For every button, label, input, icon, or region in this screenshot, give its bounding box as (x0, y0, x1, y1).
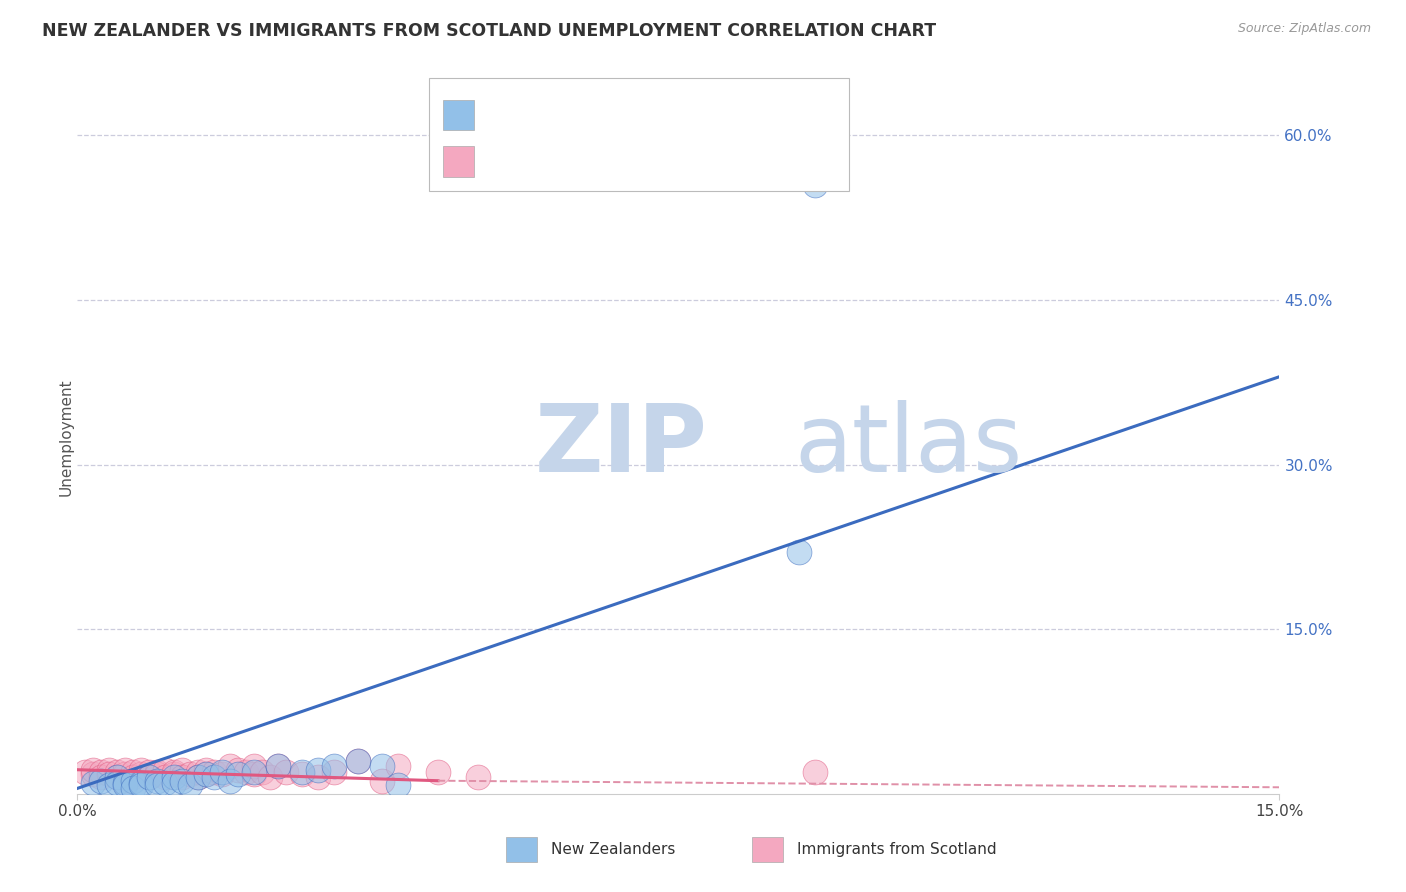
Text: R = -0.127   N = 51: R = -0.127 N = 51 (488, 153, 645, 169)
Point (259, 771, 281, 785)
Point (242, 759, 264, 773)
Point (803, 178, 825, 192)
Point (291, 764, 314, 779)
Point (90, 771, 112, 785)
Point (90, 764, 112, 779)
Point (211, 764, 233, 779)
Point (122, 773, 145, 788)
Point (291, 767, 314, 781)
Point (194, 763, 217, 777)
Point (202, 764, 225, 779)
Point (122, 764, 145, 779)
Point (371, 773, 394, 788)
Text: NEW ZEALANDER VS IMMIGRANTS FROM SCOTLAND UNEMPLOYMENT CORRELATION CHART: NEW ZEALANDER VS IMMIGRANTS FROM SCOTLAN… (42, 22, 936, 40)
Point (242, 767, 264, 781)
Point (122, 771, 145, 785)
Point (179, 778, 201, 792)
Point (467, 771, 489, 785)
Point (170, 763, 193, 777)
Point (114, 767, 136, 781)
Point (98, 767, 121, 781)
Point (162, 764, 184, 779)
Point (98, 778, 121, 792)
Point (107, 771, 129, 785)
Point (218, 773, 240, 788)
Point (194, 767, 217, 781)
Point (322, 759, 344, 773)
Point (162, 771, 184, 785)
Point (138, 764, 160, 779)
Point (387, 759, 409, 773)
Point (322, 764, 344, 779)
Text: ZIP: ZIP (534, 400, 707, 492)
Point (146, 764, 169, 779)
Point (170, 771, 193, 785)
Point (347, 754, 370, 768)
Point (307, 771, 329, 785)
Point (371, 759, 394, 773)
Point (187, 771, 209, 785)
Point (107, 764, 129, 779)
Point (179, 767, 201, 781)
Point (226, 767, 249, 781)
Point (307, 763, 329, 777)
Point (803, 764, 825, 779)
Text: Source: ZipAtlas.com: Source: ZipAtlas.com (1237, 22, 1371, 36)
Point (427, 764, 450, 779)
Point (114, 776, 136, 790)
Point (138, 771, 160, 785)
Point (211, 767, 233, 781)
Point (82, 767, 104, 781)
Text: New Zealanders: New Zealanders (551, 842, 675, 856)
Point (218, 759, 240, 773)
Point (162, 776, 184, 790)
Point (114, 763, 136, 777)
Point (274, 764, 297, 779)
Point (98, 763, 121, 777)
Point (90, 773, 112, 788)
Point (235, 764, 257, 779)
Point (131, 778, 153, 792)
Point (131, 767, 153, 781)
Text: Immigrants from Scotland: Immigrants from Scotland (797, 842, 997, 856)
Point (75, 764, 97, 779)
Point (787, 545, 810, 559)
Point (250, 764, 273, 779)
Point (347, 754, 370, 768)
Text: atlas: atlas (794, 400, 1022, 492)
Y-axis label: Unemployment: Unemployment (59, 378, 73, 496)
Point (267, 759, 290, 773)
Point (131, 776, 153, 790)
Point (138, 771, 160, 785)
Point (194, 767, 217, 781)
Point (170, 773, 193, 788)
Text: R =  0.762   N = 35: R = 0.762 N = 35 (488, 107, 645, 122)
Point (162, 767, 184, 781)
Point (114, 776, 136, 790)
Point (155, 776, 177, 790)
Point (82, 763, 104, 777)
Point (122, 781, 145, 796)
Point (202, 771, 225, 785)
Point (187, 771, 209, 785)
Point (114, 778, 136, 792)
Point (146, 778, 169, 792)
Point (107, 776, 129, 790)
Point (146, 767, 169, 781)
Point (146, 773, 169, 788)
Point (155, 763, 177, 777)
Point (187, 764, 209, 779)
Point (226, 763, 249, 777)
Point (82, 776, 104, 790)
Point (155, 771, 177, 785)
Point (387, 778, 409, 792)
Point (242, 764, 264, 779)
Point (267, 759, 290, 773)
Point (131, 763, 153, 777)
Point (107, 771, 129, 785)
